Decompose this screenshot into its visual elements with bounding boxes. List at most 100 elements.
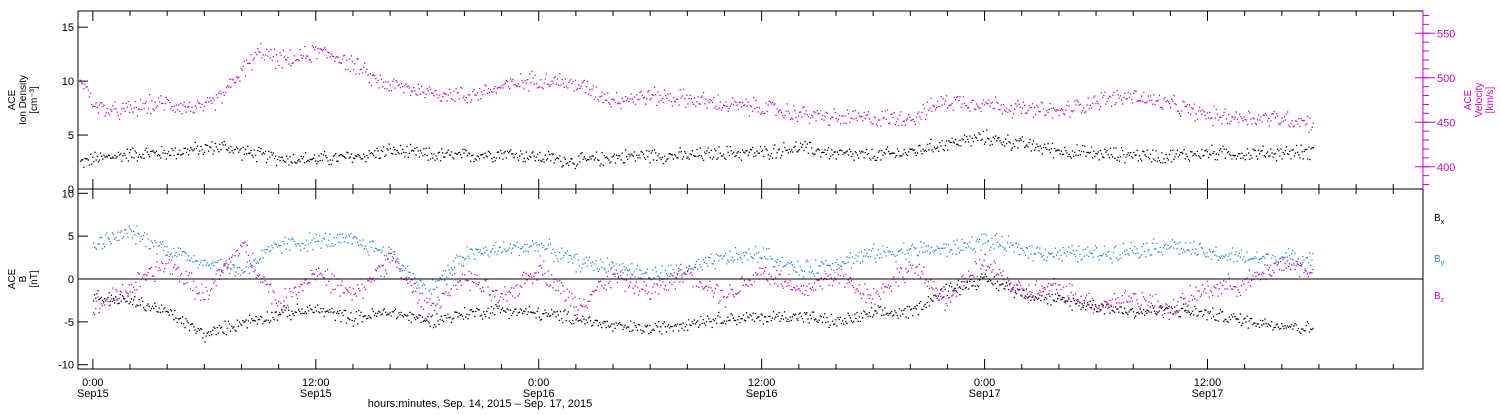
- velocity-series-point: [1074, 100, 1076, 102]
- by-series-point: [561, 247, 563, 249]
- velocity-series-point: [173, 105, 175, 107]
- bz-series-point: [608, 280, 611, 283]
- velocity-series-point: [988, 99, 990, 101]
- ion-density-series-point: [529, 155, 531, 157]
- by-series-point: [820, 260, 822, 263]
- bx-series-point: [1016, 288, 1019, 290]
- ion-density-series-point: [1074, 151, 1076, 153]
- velocity-series-point: [982, 99, 984, 101]
- bx-series-point: [814, 319, 816, 321]
- bx-series-point: [1038, 297, 1040, 299]
- velocity-series-point: [1312, 122, 1314, 124]
- by-series-point: [1278, 258, 1281, 260]
- bx-series-point: [650, 331, 652, 333]
- ion-density-series-point: [1171, 161, 1173, 163]
- velocity-series-point: [1104, 91, 1106, 93]
- ion-density-series-point: [87, 159, 89, 161]
- bz-series-point: [737, 292, 739, 294]
- ion-density-series-point: [760, 150, 763, 153]
- by-series-point: [1298, 265, 1301, 267]
- bx-series-point: [242, 320, 244, 322]
- velocity-series-point: [380, 78, 383, 80]
- bx-series-point: [702, 318, 704, 321]
- velocity-series-point: [715, 105, 717, 107]
- bx-series-point: [493, 308, 495, 310]
- by-series-point: [789, 263, 791, 265]
- bx-series-point: [781, 315, 783, 317]
- by-series-point: [134, 234, 136, 236]
- velocity-series-point: [614, 101, 617, 104]
- by-series-point: [953, 240, 955, 242]
- by-series-point: [303, 247, 305, 249]
- by-series-point: [721, 258, 723, 260]
- by-series-point: [266, 248, 268, 251]
- velocity-series-point: [1297, 123, 1299, 125]
- by-series-point: [476, 249, 478, 251]
- ion-density-series-point: [541, 160, 543, 162]
- velocity-series-point: [666, 97, 668, 99]
- ion-density-series-point: [1241, 152, 1243, 154]
- ion-density-series-point: [1098, 159, 1100, 161]
- bz-series-point: [224, 263, 226, 265]
- velocity-series-point: [1117, 94, 1119, 96]
- ion-density-series-point: [465, 150, 467, 152]
- velocity-series-point: [555, 83, 558, 85]
- by-series-point: [919, 241, 922, 243]
- by-series-point: [246, 261, 248, 263]
- bx-series-point: [367, 317, 369, 319]
- bx-series-point: [1168, 305, 1170, 308]
- by-series-point: [616, 272, 618, 275]
- ion-density-series-point: [842, 153, 844, 156]
- ion-density-series-point: [247, 145, 249, 147]
- ion-density-series-point: [1180, 151, 1182, 154]
- ion-density-series-point: [1283, 153, 1285, 155]
- bx-series-point: [1281, 323, 1283, 325]
- velocity-series-point: [609, 103, 611, 105]
- by-series-point: [679, 269, 681, 271]
- bx-series-point: [1200, 310, 1203, 312]
- bz-series-point: [631, 273, 633, 275]
- velocity-series-point: [629, 98, 631, 100]
- bz-series-point: [215, 284, 217, 287]
- bx-series-point: [1164, 309, 1166, 311]
- ion-density-series-point: [646, 150, 648, 152]
- bx-series-point: [128, 303, 130, 305]
- velocity-series-point: [807, 116, 809, 118]
- ion-density-series-point: [1227, 151, 1230, 153]
- by-series-point: [1090, 252, 1092, 255]
- by-series-point: [614, 275, 616, 278]
- by-series-point: [182, 251, 184, 253]
- ion-density-series-point: [174, 147, 176, 149]
- bx-series-point: [1265, 322, 1267, 325]
- ion-density-series-point: [867, 152, 870, 155]
- bx-series-point: [734, 319, 737, 322]
- bz-series-point: [187, 274, 189, 277]
- ion-density-series-point: [811, 147, 813, 149]
- velocity-series-point: [888, 122, 890, 125]
- by-series-point: [779, 260, 781, 262]
- bx-series-point: [528, 306, 530, 308]
- bx-series-point: [174, 309, 176, 312]
- velocity-series-point: [739, 101, 741, 104]
- by-series-point: [535, 242, 537, 244]
- velocity-series-point: [707, 100, 709, 102]
- by-series-point: [805, 261, 807, 263]
- velocity-series-point: [840, 123, 842, 125]
- bx-series-point: [129, 301, 131, 303]
- bz-series-point: [166, 254, 168, 256]
- ion-density-series-point: [574, 167, 577, 170]
- ion-density-series-point: [1146, 149, 1148, 151]
- velocity-series-point: [299, 49, 301, 51]
- ion-density-series-point: [920, 150, 922, 152]
- velocity-series-point: [192, 111, 194, 113]
- velocity-series-point: [141, 108, 143, 111]
- bx-series-point: [1048, 293, 1050, 295]
- bx-series-point: [324, 311, 326, 313]
- ion-density-series-point: [293, 161, 296, 163]
- velocity-series-point: [449, 92, 452, 94]
- by-series-point: [996, 241, 999, 243]
- ion-density-series-point: [132, 147, 134, 149]
- bz-series-point: [355, 295, 358, 297]
- bz-series-point: [136, 289, 138, 291]
- bz-series-point: [416, 287, 418, 289]
